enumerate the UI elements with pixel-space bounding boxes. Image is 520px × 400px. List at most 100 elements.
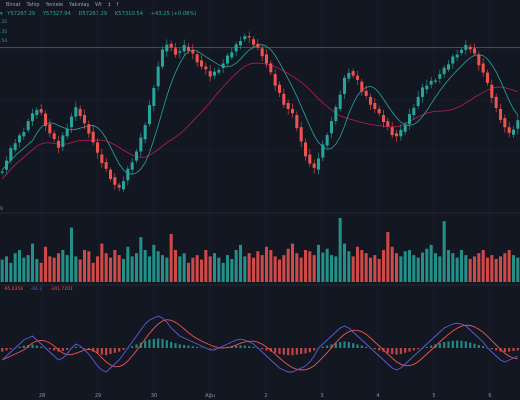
toolbar-item[interactable]: Tahip <box>26 2 40 8</box>
candle-body <box>69 116 74 128</box>
volume-bar <box>251 257 256 282</box>
candle-body <box>134 151 139 161</box>
candle-body <box>321 144 325 158</box>
macd-histogram-bar <box>144 340 147 348</box>
macd-legend-item: -66.2 <box>30 287 43 292</box>
ohlc-close: K57310.54 <box>114 11 144 17</box>
volume-bar <box>433 253 438 282</box>
volume-bar <box>477 253 481 282</box>
volume-bar <box>160 255 165 282</box>
candle-body <box>485 72 490 83</box>
x-axis-label: 28 <box>39 393 45 399</box>
macd-histogram-bar <box>53 348 56 351</box>
candle-body <box>65 129 69 137</box>
candle-body <box>48 124 52 134</box>
macd-histogram-bar <box>304 348 307 354</box>
macd-histogram-bar <box>178 344 181 348</box>
macd-histogram-bar <box>148 339 151 348</box>
candle-body <box>264 54 269 64</box>
toolbar-item[interactable]: f <box>116 2 119 8</box>
ma-label: .35 <box>0 30 8 35</box>
volume-bar <box>195 255 199 282</box>
volume-bar <box>325 248 329 282</box>
volume-bar <box>9 262 13 282</box>
macd-histogram-bar <box>1 348 4 352</box>
macd-histogram-bar <box>395 348 398 355</box>
macd-histogram-bar <box>313 348 316 351</box>
candle-body <box>273 74 277 86</box>
candle-body <box>459 49 464 53</box>
volume-bar <box>438 256 442 282</box>
candle-body <box>208 71 212 77</box>
macd-histogram-bar <box>386 348 389 353</box>
volume-bar <box>321 252 325 282</box>
volume-bar <box>243 256 247 282</box>
macd-histogram-bar <box>373 348 376 350</box>
toolbar-item[interactable]: Wt <box>95 2 102 8</box>
x-axis-label: 3 <box>320 393 323 399</box>
macd-histogram-bar <box>308 348 311 353</box>
candle-body <box>130 162 134 170</box>
macd-histogram-bar <box>92 348 95 352</box>
candle-body <box>82 115 87 124</box>
volume-bar <box>308 251 312 282</box>
macd-histogram-bar <box>430 345 433 348</box>
candle-body <box>221 63 225 69</box>
volume-bar <box>13 253 17 282</box>
macd-histogram-bar <box>200 347 203 348</box>
volume-bar <box>39 262 43 282</box>
volume-bar <box>100 243 104 282</box>
candle-body <box>26 121 30 131</box>
candle-body <box>325 135 329 146</box>
candle-body <box>186 46 191 51</box>
volume-bar <box>481 250 485 282</box>
candle-body <box>494 96 498 109</box>
candle-body <box>403 125 407 132</box>
volume-bar <box>178 256 182 282</box>
candle-body <box>342 77 347 94</box>
candle-body <box>425 85 429 90</box>
candle-body <box>165 44 169 52</box>
volume-bar <box>74 256 78 282</box>
toolbar-item[interactable]: Yeniele <box>45 2 64 8</box>
volume-bar <box>48 256 52 282</box>
toolbar-item[interactable]: ‡ <box>107 2 111 8</box>
macd-histogram-bar <box>412 348 415 351</box>
macd-histogram-bar <box>174 343 177 348</box>
macd-histogram-bar <box>5 348 8 351</box>
macd-histogram-bar <box>9 348 12 350</box>
volume-bar <box>303 250 308 282</box>
volume-bar <box>121 258 126 282</box>
macd-histogram-bar <box>417 348 420 350</box>
macd-histogram-bar <box>196 346 199 348</box>
candle-body <box>507 127 511 133</box>
candle-body <box>438 74 442 79</box>
macd-histogram-bar <box>451 340 454 348</box>
volume-bar <box>4 256 9 282</box>
macd-histogram-bar <box>18 346 21 348</box>
volume-bar <box>511 255 516 282</box>
candle-body <box>61 135 65 147</box>
volume-bar <box>351 256 355 282</box>
volume-bar <box>52 257 56 282</box>
macd-histogram-bar <box>512 348 515 351</box>
volume-bar <box>282 255 286 282</box>
volume-bar <box>338 218 342 282</box>
volume-bar <box>490 255 494 282</box>
volume-bar <box>277 259 282 282</box>
volume-bar <box>269 250 273 282</box>
candle-body <box>121 181 126 190</box>
volume-bar <box>173 250 178 282</box>
toolbar-item[interactable]: Birsat <box>6 2 21 8</box>
volume-bar <box>299 257 303 282</box>
macd-histogram-bar <box>300 348 303 354</box>
volume-bar <box>22 257 26 282</box>
macd-legend-item: -341.7201 <box>49 287 73 292</box>
macd-histogram-bar <box>508 348 511 352</box>
volume-bar <box>446 250 451 282</box>
toolbar-item[interactable]: Yakınlaş <box>69 2 90 8</box>
candle-body <box>95 142 100 153</box>
volume-bar <box>442 221 446 282</box>
